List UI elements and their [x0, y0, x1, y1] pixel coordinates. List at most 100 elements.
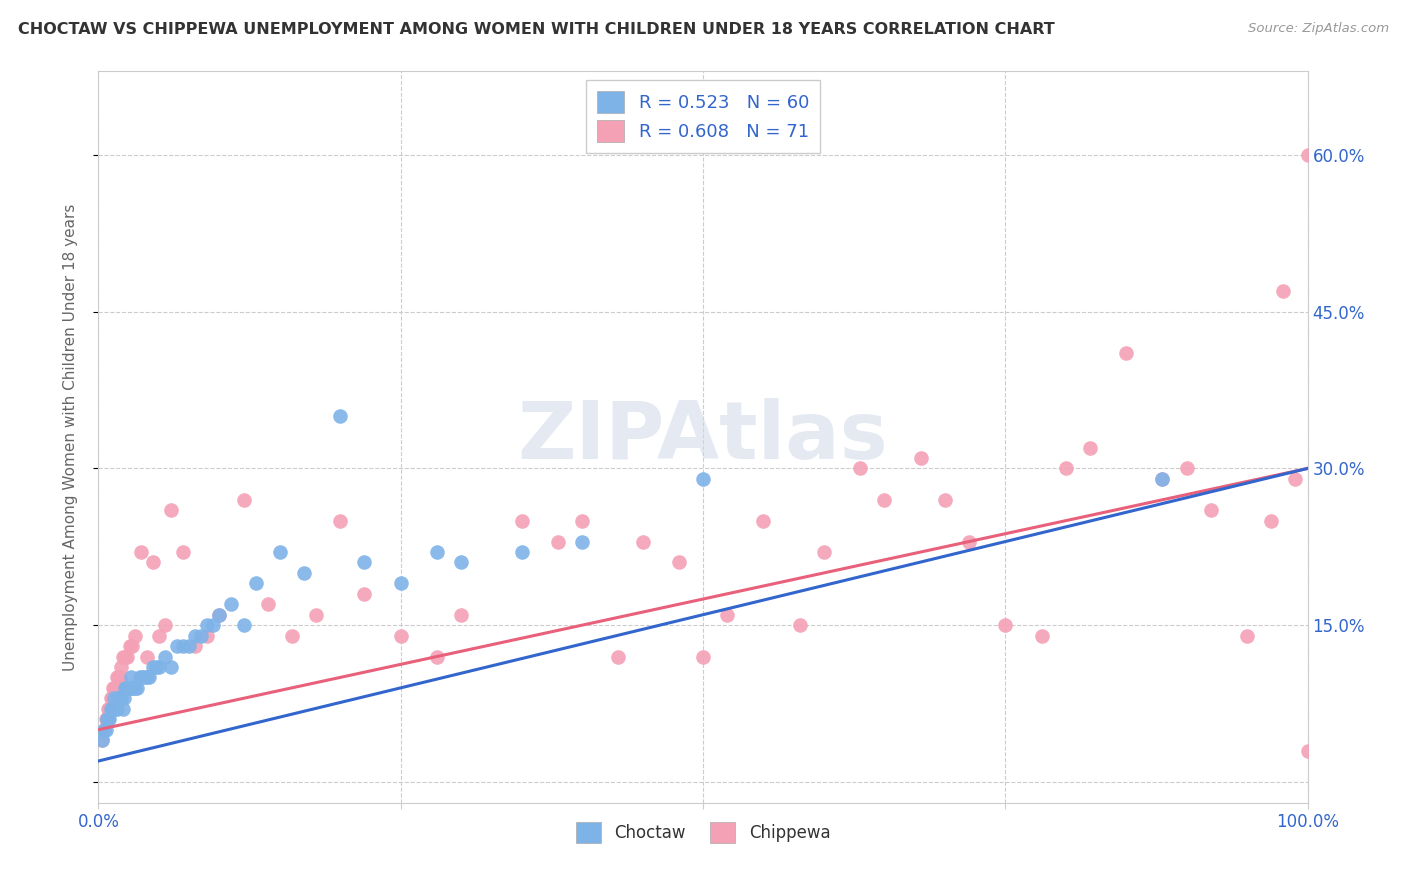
Point	[329, 514, 352, 528]
Point	[426, 545, 449, 559]
Point	[849, 461, 872, 475]
Point	[97, 702, 120, 716]
Point	[208, 607, 231, 622]
Point	[153, 618, 176, 632]
Point	[107, 691, 129, 706]
Point	[389, 629, 412, 643]
Text: CHOCTAW VS CHIPPEWA UNEMPLOYMENT AMONG WOMEN WITH CHILDREN UNDER 18 YEARS CORREL: CHOCTAW VS CHIPPEWA UNEMPLOYMENT AMONG W…	[18, 22, 1054, 37]
Point	[450, 607, 472, 622]
Point	[426, 649, 449, 664]
Point	[232, 492, 254, 507]
Point	[716, 607, 738, 622]
Point	[105, 670, 128, 684]
Point	[103, 691, 125, 706]
Point	[510, 514, 533, 528]
Point	[813, 545, 835, 559]
Point	[172, 545, 194, 559]
Point	[110, 691, 132, 706]
Point	[110, 660, 132, 674]
Point	[93, 723, 115, 737]
Point	[1296, 148, 1319, 162]
Point	[153, 649, 176, 664]
Point	[96, 712, 118, 726]
Point	[118, 639, 141, 653]
Point	[910, 450, 932, 465]
Point	[131, 670, 153, 684]
Point	[120, 670, 142, 684]
Text: Source: ZipAtlas.com: Source: ZipAtlas.com	[1249, 22, 1389, 36]
Point	[195, 629, 218, 643]
Point	[91, 733, 114, 747]
Y-axis label: Unemployment Among Women with Children Under 18 years: Unemployment Among Women with Children U…	[63, 203, 77, 671]
Point	[108, 681, 131, 695]
Point	[98, 702, 121, 716]
Point	[114, 649, 136, 664]
Point	[353, 587, 375, 601]
Point	[100, 691, 122, 706]
Point	[305, 607, 328, 622]
Point	[179, 639, 201, 653]
Point	[103, 681, 125, 695]
Point	[96, 712, 118, 726]
Point	[692, 649, 714, 664]
Point	[389, 576, 412, 591]
Point	[118, 681, 141, 695]
Point	[104, 702, 127, 716]
Point	[510, 545, 533, 559]
Point	[1078, 441, 1101, 455]
Point	[160, 660, 183, 674]
Point	[245, 576, 267, 591]
Point	[115, 681, 138, 695]
Point	[1175, 461, 1198, 475]
Point	[121, 639, 143, 653]
Point	[221, 597, 243, 611]
Point	[148, 629, 170, 643]
Point	[1296, 743, 1319, 757]
Point	[104, 681, 127, 695]
Point	[124, 629, 146, 643]
Point	[1152, 472, 1174, 486]
Point	[100, 702, 122, 716]
Point	[142, 660, 165, 674]
Point	[145, 660, 167, 674]
Point	[100, 691, 122, 706]
Point	[547, 534, 569, 549]
Point	[607, 649, 630, 664]
Point	[105, 702, 128, 716]
Point	[112, 691, 135, 706]
Point	[129, 545, 152, 559]
Point	[91, 733, 114, 747]
Point	[122, 681, 145, 695]
Point	[94, 723, 117, 737]
Point	[1199, 503, 1222, 517]
Point	[108, 691, 131, 706]
Point	[1260, 514, 1282, 528]
Point	[1115, 346, 1137, 360]
Point	[353, 556, 375, 570]
Point	[172, 639, 194, 653]
Point	[1236, 629, 1258, 643]
Point	[631, 534, 654, 549]
Point	[184, 629, 207, 643]
Point	[752, 514, 775, 528]
Point	[111, 702, 134, 716]
Point	[128, 670, 150, 684]
Point	[108, 691, 131, 706]
Point	[668, 556, 690, 570]
Point	[148, 660, 170, 674]
Text: ZIPAtlas: ZIPAtlas	[517, 398, 889, 476]
Point	[134, 670, 156, 684]
Point	[166, 639, 188, 653]
Point	[1284, 472, 1306, 486]
Point	[1152, 472, 1174, 486]
Point	[98, 712, 121, 726]
Point	[108, 670, 131, 684]
Point	[1031, 629, 1053, 643]
Point	[873, 492, 896, 507]
Point	[202, 618, 225, 632]
Point	[121, 681, 143, 695]
Legend: Choctaw, Chippewa: Choctaw, Chippewa	[569, 815, 837, 849]
Point	[160, 503, 183, 517]
Point	[450, 556, 472, 570]
Point	[117, 681, 139, 695]
